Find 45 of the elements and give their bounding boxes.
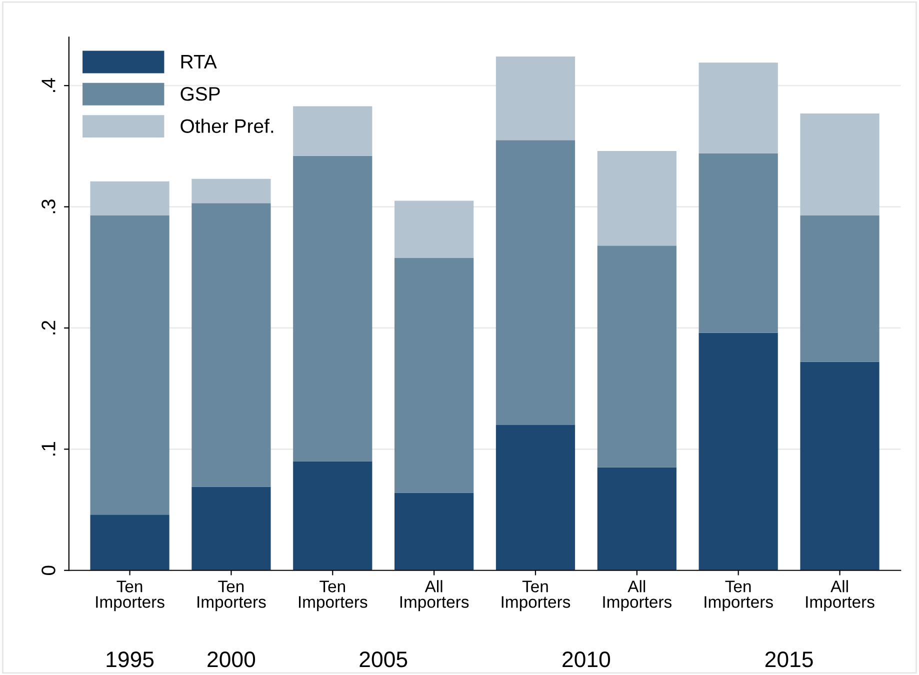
text: 2015	[765, 652, 813, 668]
bar	[293, 156, 372, 462]
legend-label: Other Pref.	[180, 118, 274, 133]
bar	[90, 181, 170, 216]
x-tick-label: Ten Importers	[96, 580, 164, 612]
bar	[496, 140, 576, 425]
text: 2005	[360, 652, 408, 668]
text: 2000	[208, 652, 256, 668]
bar	[496, 424, 576, 570]
bar	[192, 178, 271, 204]
bar	[597, 246, 676, 468]
x-tick-label: Ten Importers	[198, 580, 266, 612]
x-tick-label: All Importers	[400, 580, 469, 612]
bar	[394, 492, 474, 570]
y-tick-label: 0	[42, 566, 56, 576]
x-tick-label: Ten Importers	[704, 580, 773, 612]
text: 1995	[106, 652, 154, 668]
bar	[90, 514, 170, 570]
y-tick-label: .1	[42, 442, 56, 456]
bar	[394, 258, 474, 493]
bar	[698, 153, 778, 333]
bar	[597, 151, 676, 246]
bar	[800, 215, 880, 362]
x-tick-label: All Importers	[603, 580, 672, 612]
bar	[192, 486, 271, 570]
x-tick-label: Ten Importers	[502, 580, 570, 612]
bar	[800, 113, 880, 216]
x-tick-label: All Importers	[806, 580, 874, 612]
y-tick-label: .3	[42, 200, 56, 214]
y-tick-label: .4	[42, 78, 56, 92]
bar	[293, 461, 372, 570]
bar	[192, 203, 271, 487]
bar	[698, 332, 778, 570]
bar	[698, 62, 778, 154]
x-tick-label: Ten Importers	[298, 580, 368, 612]
bar	[800, 362, 880, 570]
legend-label: RTA	[181, 55, 217, 68]
bar	[394, 200, 474, 258]
legend-label: GSP	[180, 87, 220, 101]
bar	[597, 467, 676, 570]
bar	[293, 106, 372, 156]
bar	[90, 215, 170, 515]
text: 2010	[562, 652, 610, 668]
y-tick-label: .2	[42, 320, 56, 334]
bar	[496, 56, 576, 140]
